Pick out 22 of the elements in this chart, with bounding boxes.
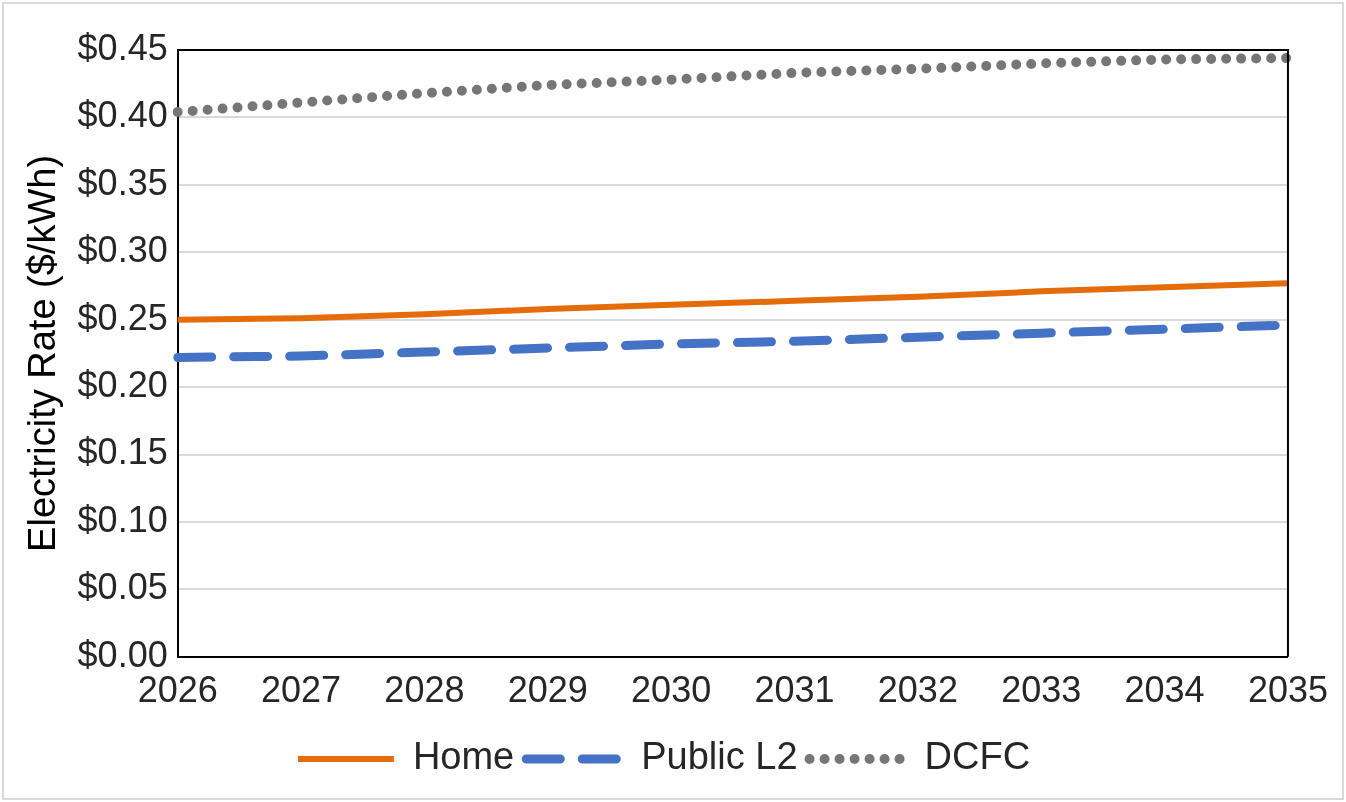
x-tick-label: 2031 [754, 669, 835, 711]
y-tick-label: $0.35 [77, 161, 168, 203]
y-tick-label: $0.40 [77, 94, 168, 136]
x-tick-label: 2027 [261, 669, 342, 711]
legend-label: DCFC [924, 735, 1031, 778]
x-tick-label: 2034 [1124, 669, 1205, 711]
x-tick-label: 2033 [1001, 669, 1082, 711]
y-tick-label: $0.15 [77, 431, 168, 473]
x-tick-label: 2028 [384, 669, 465, 711]
y-tick-label: $0.20 [77, 364, 168, 406]
x-tick-label: 2029 [507, 669, 588, 711]
x-tick-label: 2035 [1247, 669, 1328, 711]
legend-label: Public L2 [641, 735, 798, 778]
x-tick-label: 2030 [631, 669, 712, 711]
y-tick-label: $0.05 [77, 566, 168, 608]
y-tick-label: $0.45 [77, 26, 168, 68]
y-tick-label: $0.25 [77, 296, 168, 338]
y-tick-label: $0.10 [77, 498, 168, 540]
y-tick-label: $0.30 [77, 229, 168, 271]
x-tick-label: 2032 [877, 669, 958, 711]
legend-label: Home [412, 735, 515, 778]
y-axis-title: Electricity Rate ($/kWh) [21, 154, 64, 552]
